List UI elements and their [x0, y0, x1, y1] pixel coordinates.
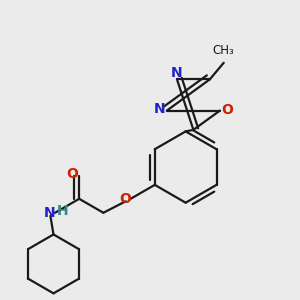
Text: O: O	[119, 192, 131, 206]
Text: N: N	[170, 66, 182, 80]
Text: O: O	[221, 103, 233, 117]
Text: O: O	[66, 167, 78, 181]
Text: CH₃: CH₃	[213, 44, 235, 57]
Text: H: H	[57, 204, 69, 218]
Text: N: N	[44, 206, 55, 220]
Text: N: N	[154, 102, 166, 116]
